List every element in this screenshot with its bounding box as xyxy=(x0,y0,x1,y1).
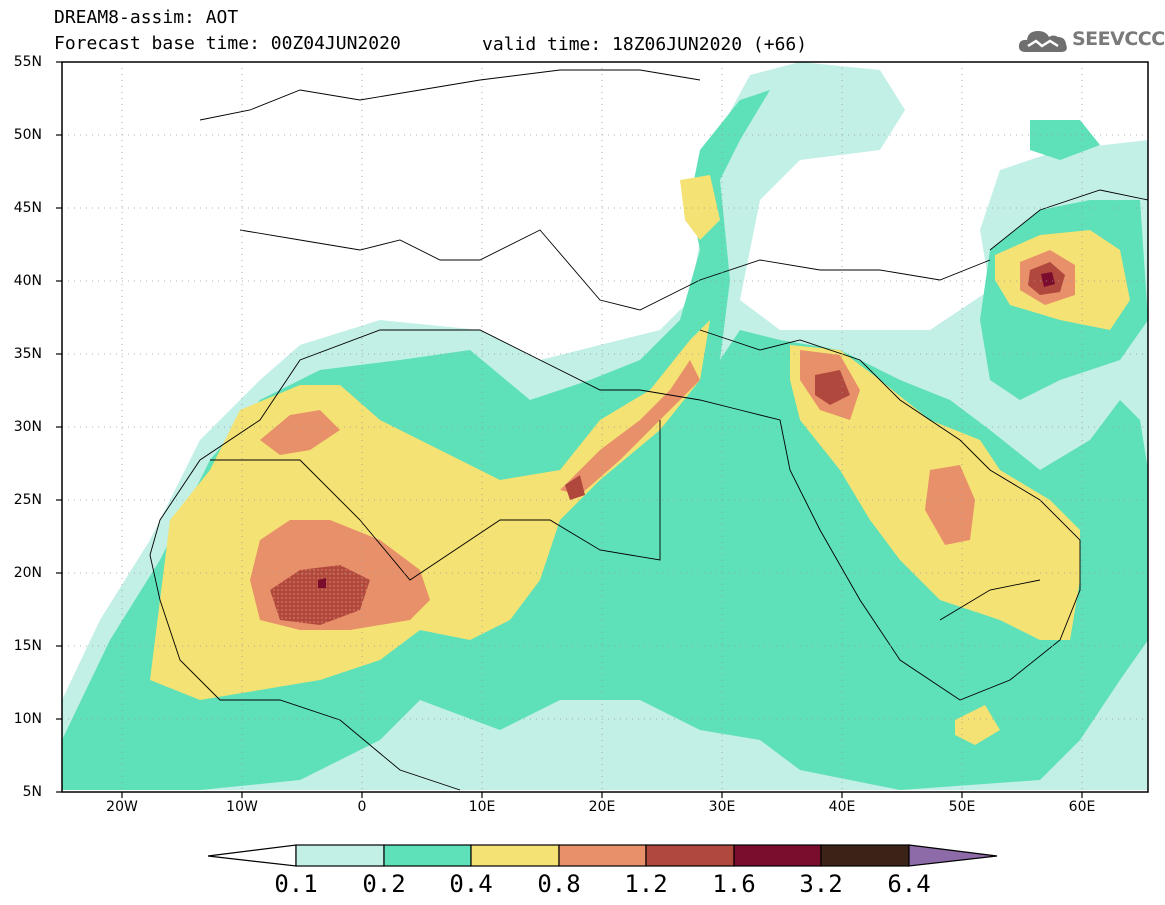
cloud-icon xyxy=(1018,31,1067,52)
aot-band-0.2 xyxy=(1030,120,1100,160)
colorbar-swatch xyxy=(820,844,910,867)
lon-label: 10W xyxy=(226,799,258,815)
axis-ticks xyxy=(56,61,1083,798)
colorbar-swatch xyxy=(645,844,735,867)
lat-label: 40N xyxy=(13,273,42,289)
lon-label: 20W xyxy=(106,799,138,815)
map-title: DREAM8-assim: AOT xyxy=(54,7,239,28)
aot-band-0.8 xyxy=(560,360,700,495)
colorbar-label: 6.4 xyxy=(887,870,931,898)
lat-label: 55N xyxy=(13,54,42,70)
lon-label: 10E xyxy=(468,799,496,815)
aot-contours xyxy=(62,62,1148,790)
aot-band-0.8 xyxy=(260,410,340,455)
logo-text: SEEVCCC xyxy=(1072,28,1165,50)
lat-label: 30N xyxy=(13,419,42,435)
aot-band-1.2 xyxy=(270,565,370,625)
colorbar-label: 0.1 xyxy=(274,870,318,898)
aot-band-1.6 xyxy=(318,578,326,588)
lat-label: 5N xyxy=(22,784,42,800)
lat-label: 20N xyxy=(13,565,42,581)
colorbar-swatch xyxy=(383,844,472,867)
colorbar-upper-arrow xyxy=(908,844,998,867)
lat-label: 45N xyxy=(13,200,42,216)
lon-label: 50E xyxy=(948,799,976,815)
colorbar-swatch xyxy=(295,844,385,867)
aot-band-1.2 xyxy=(565,475,585,500)
colorbar-label: 0.8 xyxy=(537,870,581,898)
colorbar-label: 0.2 xyxy=(362,870,406,898)
aot-band-1.2 xyxy=(815,370,850,405)
aot-band-0.4 xyxy=(680,175,720,240)
grid-lines xyxy=(62,62,1148,792)
colorbar-swatch xyxy=(733,844,822,867)
colorbar-swatch xyxy=(558,844,647,867)
colorbar-label: 1.2 xyxy=(624,870,668,898)
lat-label: 50N xyxy=(13,127,42,143)
aot-band-1.6 xyxy=(1041,272,1055,287)
aot-band-0.8 xyxy=(925,465,975,545)
lon-label: 40E xyxy=(828,799,856,815)
base-time-label: Forecast base time: 00Z04JUN2020 xyxy=(54,33,401,54)
lat-label: 15N xyxy=(13,638,42,654)
aot-band-0.4 xyxy=(955,705,1000,745)
lon-label: 30E xyxy=(708,799,736,815)
lat-label: 10N xyxy=(13,711,42,727)
colorbar-label: 3.2 xyxy=(799,870,843,898)
lat-label: 35N xyxy=(13,346,42,362)
colorbar-label: 0.4 xyxy=(449,870,493,898)
coastlines xyxy=(149,69,1148,791)
lon-label: 60E xyxy=(1068,799,1096,815)
seevccc-logo: SEEVCCC xyxy=(1016,22,1165,60)
colorbar-swatch xyxy=(470,844,560,867)
valid-time-label: valid time: 18Z06JUN2020 (+66) xyxy=(482,34,808,55)
lon-label: 0 xyxy=(357,799,367,815)
colorbar xyxy=(207,844,998,867)
colorbar-label: 1.6 xyxy=(712,870,756,898)
lon-label: 20E xyxy=(588,799,616,815)
lat-label: 25N xyxy=(13,492,42,508)
colorbar-lower-arrow xyxy=(207,844,297,867)
